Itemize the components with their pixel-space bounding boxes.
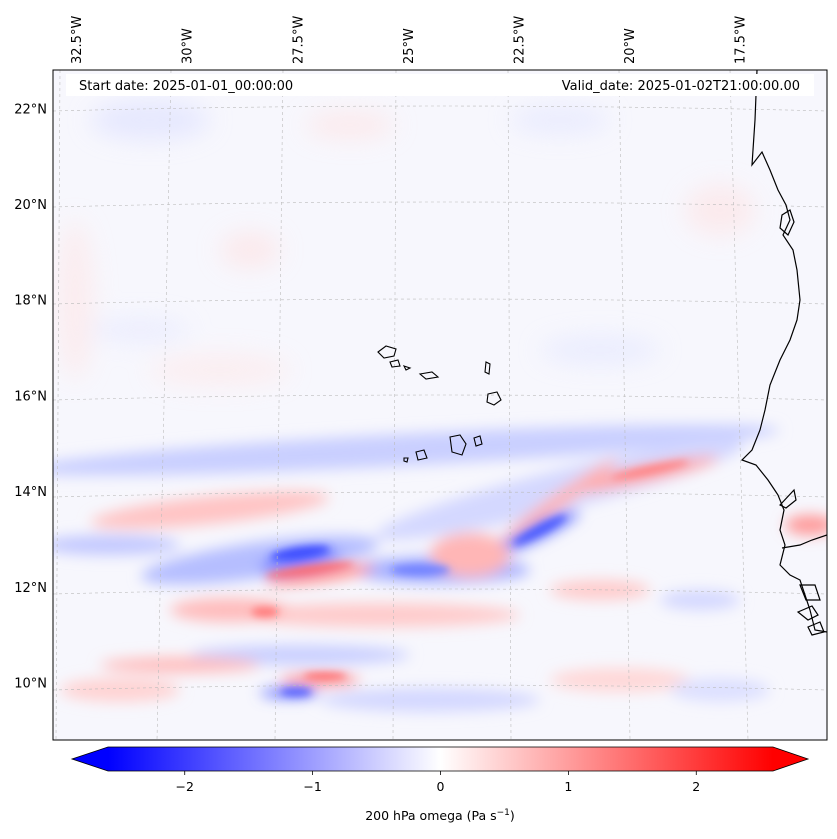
valid-date: Valid_date: 2025-01-02T21:00:00.00 bbox=[562, 79, 800, 94]
lon-tick-label: 22.5°W bbox=[512, 16, 527, 64]
colorbar-tick-label: 0 bbox=[437, 779, 445, 794]
colorbar-max-arrow bbox=[773, 747, 808, 771]
cape-verde-islands bbox=[377, 345, 502, 463]
lon-tick-label: 30°W bbox=[181, 28, 196, 64]
omega-field: Start date: 2025-01-01_00:00:00 Valid_da… bbox=[53, 70, 827, 740]
colorbar-body bbox=[108, 747, 773, 771]
map-background bbox=[53, 70, 827, 740]
colorbar-tick-label: 2 bbox=[692, 779, 700, 794]
lat-tick-label: 18°N bbox=[14, 294, 47, 309]
colorbar-min-arrow bbox=[72, 747, 108, 771]
lat-tick-label: 14°N bbox=[14, 485, 47, 500]
graticule bbox=[53, 70, 827, 740]
colorbar-ticks: −2 −1 0 1 2 bbox=[176, 771, 700, 794]
colorbar-label: 200 hPa omega (Pa s−1) bbox=[365, 808, 515, 823]
lon-tick-label: 32.5°W bbox=[70, 16, 85, 64]
colorbar-tick-label: 1 bbox=[564, 779, 572, 794]
map-frame bbox=[52, 69, 828, 741]
lat-tick-label: 12°N bbox=[14, 581, 47, 596]
colorbar-label-close: ) bbox=[510, 808, 515, 823]
colorbar-label-exponent: −1 bbox=[497, 808, 510, 818]
lat-tick-label: 20°N bbox=[14, 198, 47, 213]
lat-tick-label: 10°N bbox=[14, 677, 47, 692]
lon-tick-label: 27.5°W bbox=[291, 16, 306, 64]
colorbar-outline bbox=[70, 746, 810, 772]
lat-tick-label: 16°N bbox=[14, 389, 47, 404]
colorbar-tick-label: −1 bbox=[303, 779, 321, 794]
latitude-labels: 10°N 12°N 14°N 16°N 18°N 20°N 22°N bbox=[14, 102, 47, 691]
lon-tick-label: 17.5°W bbox=[734, 16, 749, 64]
header-box bbox=[66, 74, 814, 96]
start-date: Start date: 2025-01-01_00:00:00 bbox=[79, 79, 293, 94]
lon-tick-label: 20°W bbox=[623, 28, 638, 64]
colorbar: −2 −1 0 1 2 200 hPa omega (Pa s−1) bbox=[70, 746, 810, 823]
africa-coast bbox=[740, 70, 827, 633]
longitude-labels: 32.5°W 30°W 27.5°W 25°W 22.5°W 20°W 17.5°W bbox=[70, 16, 748, 64]
colorbar-tick-label: −2 bbox=[176, 779, 194, 794]
lat-tick-label: 22°N bbox=[14, 102, 47, 117]
coastline bbox=[740, 70, 827, 636]
lon-tick-label: 25°W bbox=[402, 28, 417, 64]
colorbar-label-main: 200 hPa omega (Pa s bbox=[365, 808, 496, 823]
